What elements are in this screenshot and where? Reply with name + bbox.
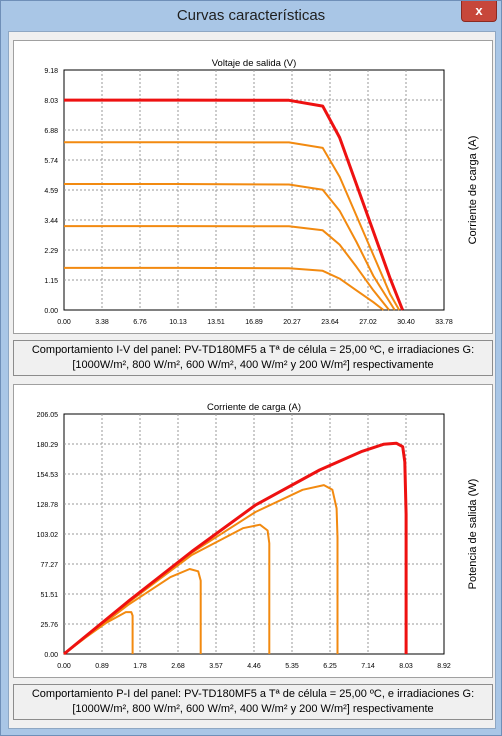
pi-y-tick-label: 180.29 xyxy=(37,442,59,449)
iv-chart-panel: 0.00 3.38 6.76 10.13 13.51 16.89 20.27 23.64 27.… xyxy=(13,40,493,334)
pi-y-tick-label: 51.51 xyxy=(40,592,58,599)
pi-x-tick-label: 5.35 xyxy=(285,663,299,670)
pi-chart: 0.00 0.89 1.78 2.68 3.57 4.46 5.35 6.25 7.14 8.03… xyxy=(37,402,479,670)
iv-x-tick-label: 6.76 xyxy=(133,319,147,326)
iv-series-line xyxy=(64,141,401,311)
pi-y-tick-label: 206.05 xyxy=(37,412,59,419)
pi-caption: Comportamiento P-I del panel: PV-TD180MF… xyxy=(13,684,493,720)
pi-y-tick-label: 0.00 xyxy=(44,652,58,659)
pi-x-tick-label: 0.00 xyxy=(57,663,71,670)
pi-x-tick-label: 6.25 xyxy=(323,663,337,670)
iv-caption-line2: [1000W/m², 800 W/m², 600 W/m², 400 W/m² … xyxy=(72,359,434,371)
iv-y-tick-label: 8.03 xyxy=(44,98,58,105)
iv-x-tick-label: 10.13 xyxy=(169,319,187,326)
iv-x-tick-label: 27.02 xyxy=(359,319,377,326)
pi-caption-line1: Comportamiento P-I del panel: PV-TD180MF… xyxy=(31,688,475,700)
pi-x-axis-label: Corriente de carga (A) xyxy=(207,402,301,413)
pi-series-line xyxy=(63,441,408,656)
iv-x-axis-label: Voltaje de salida (V) xyxy=(212,58,297,69)
iv-y-tick-label: 0.00 xyxy=(44,308,58,315)
iv-y-tick-label: 9.18 xyxy=(44,68,58,75)
pi-y-tick-label: 154.53 xyxy=(37,472,59,479)
iv-x-tick-label: 16.89 xyxy=(245,319,263,326)
pi-y-tick-label: 103.02 xyxy=(37,532,59,539)
iv-y-tick-label: 4.59 xyxy=(44,188,58,195)
title-bar[interactable]: Curvas características x xyxy=(1,1,501,31)
pi-y-tick-label: 25.76 xyxy=(40,622,58,629)
iv-x-tick-label: 23.64 xyxy=(321,319,339,326)
iv-series-line xyxy=(64,266,385,311)
iv-caption: Comportamiento I-V del panel: PV-TD180MF… xyxy=(13,340,493,376)
iv-caption-line1: Comportamiento I-V del panel: PV-TD180MF… xyxy=(31,344,475,356)
pi-y-tick-label: 128.78 xyxy=(37,502,59,509)
iv-x-tick-label: 20.27 xyxy=(283,319,301,326)
pi-x-tick-label: 8.03 xyxy=(399,663,413,670)
iv-x-tick-label: 3.38 xyxy=(95,319,109,326)
pi-caption-line2: [1000W/m², 800 W/m², 600 W/m², 400 W/m² … xyxy=(72,703,434,715)
pi-x-tick-label: 1.78 xyxy=(133,663,147,670)
iv-y-tick-label: 3.44 xyxy=(44,218,58,225)
window-title: Curvas características xyxy=(176,7,326,24)
close-button[interactable]: x xyxy=(461,1,497,22)
iv-series-line xyxy=(64,183,396,311)
pi-y-tick-label: 77.27 xyxy=(40,562,58,569)
iv-series-line xyxy=(64,98,404,311)
iv-y-tick-label: 2.29 xyxy=(44,248,58,255)
iv-x-tick-label: 30.40 xyxy=(397,319,415,326)
pi-y-axis-label: Potencia de salida (W) xyxy=(467,479,479,590)
iv-chart: 0.00 3.38 6.76 10.13 13.51 16.89 20.27 23.64 27.… xyxy=(44,58,479,326)
pi-x-tick-label: 3.57 xyxy=(209,663,223,670)
iv-y-tick-label: 6.88 xyxy=(44,128,58,135)
iv-x-tick-label: 0.00 xyxy=(57,319,71,326)
iv-y-tick-label: 5.74 xyxy=(44,158,58,165)
pi-x-tick-label: 7.14 xyxy=(361,663,375,670)
pi-x-tick-label: 8.92 xyxy=(437,663,451,670)
iv-x-tick-label: 33.78 xyxy=(435,319,453,326)
iv-y-tick-label: 1.15 xyxy=(44,278,58,285)
pi-x-tick-label: 4.46 xyxy=(247,663,261,670)
client-area: 0.00 3.38 6.76 10.13 13.51 16.89 20.27 23.64 27.… xyxy=(8,31,496,729)
iv-series-line xyxy=(64,225,390,311)
iv-x-tick-label: 13.51 xyxy=(207,319,225,326)
pi-x-tick-label: 0.89 xyxy=(95,663,109,670)
pi-x-tick-label: 2.68 xyxy=(171,663,185,670)
pi-chart-panel: 0.00 0.89 1.78 2.68 3.57 4.46 5.35 6.25 7.14 8.03… xyxy=(13,384,493,678)
iv-y-axis-label: Corriente de carga (A) xyxy=(467,136,479,245)
